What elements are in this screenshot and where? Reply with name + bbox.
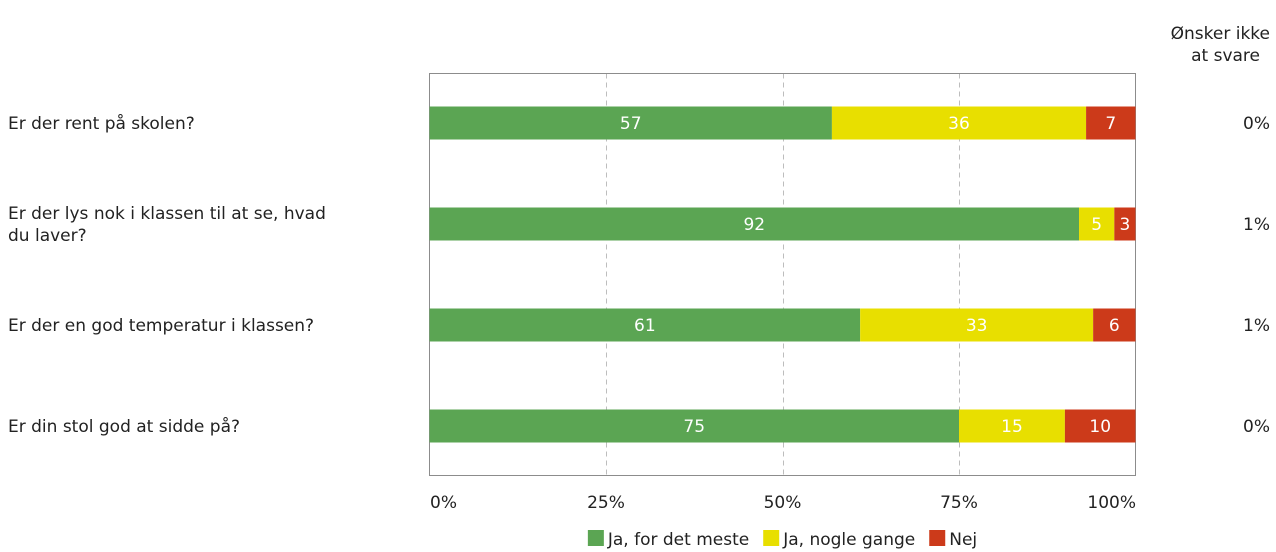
bar-value-label: 92: [743, 215, 765, 235]
category-label-line: Er din stol god at sidde på?: [8, 416, 240, 437]
bar-value-label: 75: [683, 417, 705, 437]
bars: 57 36 7 92 5 3 61 33 6 75 15 10: [429, 106, 1136, 443]
category-label: Er der lys nok i klassen til at se, hvad…: [8, 204, 326, 246]
bar-value-label: 57: [620, 114, 642, 134]
no-answer-column-title-line: Ønsker ikke: [1171, 24, 1270, 44]
category-label-line: Er der lys nok i klassen til at se, hvad: [8, 204, 326, 224]
bar-segment: [860, 308, 1094, 342]
legend-label: Nej: [949, 530, 977, 550]
bar-segment: [831, 106, 1087, 140]
legend-swatch: [763, 530, 780, 546]
bar-value-label: 15: [1001, 417, 1023, 437]
category-label-line: du laver?: [8, 226, 87, 246]
bar-segment: [429, 409, 959, 443]
no-answer-column-title-line: at svare: [1191, 46, 1260, 66]
bar-segment: [1064, 409, 1136, 443]
bar-value-label: 10: [1089, 417, 1111, 437]
legend-label: Ja, for det meste: [607, 530, 749, 550]
category-labels: Er der rent på skolen? Er der lys nok i k…: [8, 113, 326, 437]
bar-segment: [429, 207, 1080, 241]
bar-segment: [1079, 207, 1115, 241]
no-answer-column: Ønsker ikke at svare 0% 1% 1% 0%: [1171, 24, 1270, 437]
bar-segment: [1114, 207, 1136, 241]
legend-swatch: [587, 530, 604, 546]
bar-value-label: 61: [634, 316, 656, 336]
legend-swatch: [929, 530, 946, 546]
x-tick-label: 75%: [940, 493, 978, 513]
bar-segment: [959, 409, 1065, 443]
legend: Ja, for det meste Ja, nogle gange Nej: [587, 530, 977, 550]
category-label: Er der rent på skolen?: [8, 113, 195, 134]
legend-label: Ja, nogle gange: [782, 530, 915, 550]
plot-frame: [429, 73, 1136, 476]
x-tick-label: 50%: [764, 493, 802, 513]
bar-segment: [1086, 106, 1136, 140]
bar-value-label: 33: [966, 316, 988, 336]
no-answer-column-title: Ønsker ikke at svare: [1171, 24, 1270, 66]
no-answer-value: 0%: [1243, 114, 1270, 134]
x-tick-label: 100%: [1087, 493, 1136, 513]
bar-segment: [429, 308, 861, 342]
bar-value-label: 3: [1119, 215, 1130, 235]
no-answer-value: 1%: [1243, 316, 1270, 336]
bar-value-label: 7: [1105, 114, 1116, 134]
category-label: Er din stol god at sidde på?: [8, 416, 240, 437]
bar-segment: [429, 106, 832, 140]
x-tick-label: 25%: [587, 493, 625, 513]
bar-value-label: 6: [1109, 316, 1120, 336]
category-label: Er der en god temperatur i klassen?: [8, 316, 314, 336]
bar-value-label: 5: [1091, 215, 1102, 235]
category-label-line: Er der en god temperatur i klassen?: [8, 316, 314, 336]
x-tick-label: 0%: [430, 493, 457, 513]
bar-segment: [1093, 308, 1136, 342]
grid-lines: [606, 73, 960, 476]
category-label-line: Er der rent på skolen?: [8, 113, 195, 134]
no-answer-value: 1%: [1243, 215, 1270, 235]
x-tick-labels: 0% 25% 50% 75% 100%: [430, 493, 1136, 513]
bar-value-label: 36: [948, 114, 970, 134]
no-answer-value: 0%: [1243, 417, 1270, 437]
